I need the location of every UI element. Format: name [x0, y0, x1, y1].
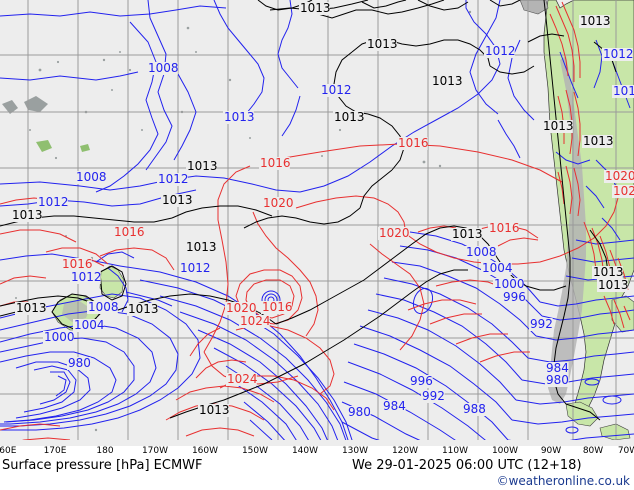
isobar-label-1012: 1012: [321, 83, 352, 97]
isobar-label-1013: 1013: [543, 119, 574, 133]
isobar-label-1012: 1012: [603, 47, 634, 61]
isobar-label-984: 984: [546, 361, 569, 375]
isobar-label-1012: 1012: [158, 172, 189, 186]
copyright-label: ©weatheronline.co.uk: [496, 474, 630, 488]
isobar-label-1004: 1004: [74, 318, 105, 332]
isobar-label-1013: 1013: [593, 265, 624, 279]
isobar-label-980: 980: [68, 356, 91, 370]
isobar-label-1013: 1013: [367, 37, 398, 51]
isobar-label-1020: 1020: [226, 301, 257, 315]
isobar-label-1013: 1013: [452, 227, 483, 241]
footer-left-label: Surface pressure [hPa] ECMWF: [2, 458, 203, 473]
isobar-label-1013: 1013: [300, 1, 331, 15]
lon-tick-170w: 170W: [141, 446, 169, 456]
isobar-label-992: 992: [422, 389, 445, 403]
map-bottom-strip: [0, 440, 634, 446]
lon-tick-130w: 130W: [341, 446, 369, 456]
isobar-label-1013: 1013: [598, 278, 629, 292]
isobar-label-1016: 1016: [489, 221, 520, 235]
longitude-axis: 160E 170E 180 170W 160W 150W 140W 130W 120W 110W 1…: [0, 446, 634, 460]
isobar-label-996: 996: [410, 374, 433, 388]
isobar-label-1013: 1013: [334, 110, 365, 124]
isobar-label-1013: 1013: [224, 110, 255, 124]
isobar-label-1012: 1012: [71, 270, 102, 284]
isobar-label-1016: 1016: [62, 257, 93, 271]
isobar-label-1000: 1000: [44, 330, 75, 344]
isobar-1008-upper: [0, 71, 139, 81]
lon-tick-180: 180: [96, 446, 114, 456]
lon-tick-160e: 160E: [0, 446, 17, 456]
pressure-map[interactable]: 1013 1013 1013 1013 1013 1013 1013 1012 1012 1012…: [0, 0, 634, 446]
isobar-label-1012: 1012: [485, 44, 516, 58]
lon-tick-140w: 140W: [291, 446, 319, 456]
isobar-1008-southern: [0, 293, 201, 431]
isobar-label-1013: 1013: [186, 240, 217, 254]
vanuatu-land: [2, 100, 18, 114]
isobar-label-980: 980: [546, 373, 569, 387]
isobar-label-1013: 1013: [432, 74, 463, 88]
isobar-label-1013: 1013: [187, 159, 218, 173]
central-america-land: [519, 0, 549, 15]
isobar-label-1016: 1016: [398, 136, 429, 150]
isobar-label-1013: 1013: [583, 134, 614, 148]
isobar-label-988: 988: [463, 402, 486, 416]
fiji-land: [36, 140, 52, 152]
isobar-label-1016: 1016: [262, 300, 293, 314]
landmasses: [2, 0, 634, 445]
isobar-1016-main: [283, 143, 563, 183]
isobar-label-1013: 1013: [199, 403, 230, 417]
isobar-label-1024: 1024: [240, 314, 271, 328]
isobar-label-1020: 1020: [613, 184, 634, 198]
isobar-label-996: 996: [503, 290, 526, 304]
southern-alps-gray: [62, 300, 90, 322]
isobar-label-1008: 1008: [88, 300, 119, 314]
falkland-area-land: [611, 295, 634, 333]
andes-gray-belt: [548, 56, 586, 404]
isobar-label-1012: 1012: [38, 195, 69, 209]
isobar-label-1020: 1020: [605, 169, 634, 183]
isobar-label-1013: 1013: [162, 193, 193, 207]
lon-tick-110w: 110W: [441, 446, 469, 456]
isobar-label-1013: 1013: [128, 302, 159, 316]
isobar-label-1012: 1012: [180, 261, 211, 275]
isobar-label-1008: 1008: [148, 61, 179, 75]
lon-tick-150w: 150W: [241, 446, 269, 456]
isobar-label-1024: 1024: [227, 372, 258, 386]
lon-tick-160w: 160W: [191, 446, 219, 456]
isobar-label-1008: 1008: [466, 245, 497, 259]
isobar-label-1013: 1013: [12, 208, 43, 222]
isobar-label-1016: 1016: [114, 225, 145, 239]
isobar-label-1013: 1013: [16, 301, 47, 315]
tonga-land: [80, 144, 90, 152]
footer-bar: Surface pressure [hPa] ECMWF We 29-01-20…: [0, 458, 634, 490]
isobar-label-1008: 1008: [76, 170, 107, 184]
isobar-label-980: 980: [348, 405, 371, 419]
lon-tick-170e: 170E: [43, 446, 67, 456]
isobar-label-1020: 1020: [263, 196, 294, 210]
lon-tick-80w: 80W: [582, 446, 604, 456]
isobar-label-1013: 1013: [580, 14, 611, 28]
lon-tick-90w: 90W: [540, 446, 562, 456]
lon-tick-70w: 70W: [617, 446, 634, 456]
isobar-label-1016: 1016: [260, 156, 291, 170]
isobar-label-984: 984: [383, 399, 406, 413]
lon-tick-120w: 120W: [391, 446, 419, 456]
isobar-label-1020: 1020: [379, 226, 410, 240]
lon-tick-100w: 100W: [491, 446, 519, 456]
isobar-label-1012: 1012: [613, 84, 634, 98]
isobar-label-992: 992: [530, 317, 553, 331]
new-caledonia-land: [24, 96, 48, 112]
isobar-label-1004: 1004: [482, 261, 513, 275]
footer-right-label: We 29-01-2025 06:00 UTC (12+18): [352, 458, 582, 473]
isobar-label-1000: 1000: [494, 277, 525, 291]
